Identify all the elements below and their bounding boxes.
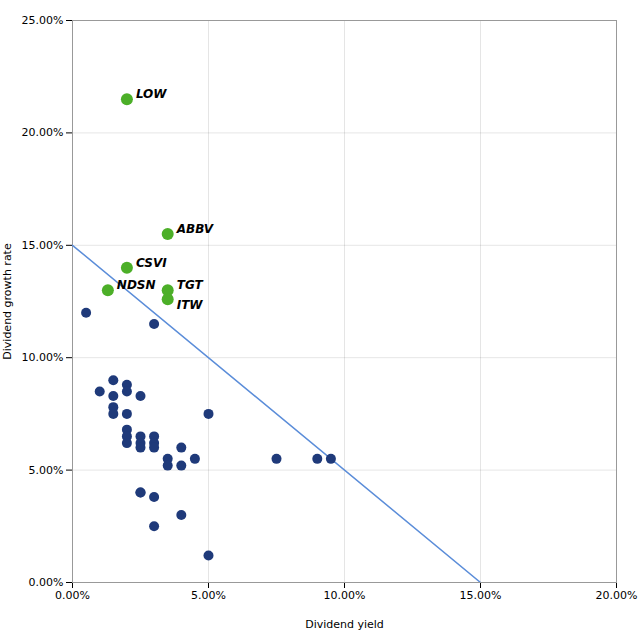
svg-text:10.00%: 10.00% <box>324 589 366 602</box>
svg-text:ABBV: ABBV <box>176 222 215 236</box>
svg-text:TGT: TGT <box>177 278 204 292</box>
svg-text:CSVI: CSVI <box>136 256 167 270</box>
svg-text:15.00%: 15.00% <box>22 239 64 252</box>
svg-text:10.00%: 10.00% <box>22 351 64 364</box>
svg-text:25.00%: 25.00% <box>22 14 64 27</box>
svg-text:0.00%: 0.00% <box>29 576 64 589</box>
svg-text:15.00%: 15.00% <box>460 589 502 602</box>
svg-text:20.00%: 20.00% <box>22 126 64 139</box>
svg-text:LOW: LOW <box>136 87 167 101</box>
svg-text:20.00%: 20.00% <box>596 589 638 602</box>
svg-text:5.00%: 5.00% <box>191 589 226 602</box>
svg-text:5.00%: 5.00% <box>29 464 64 477</box>
svg-text:0.00%: 0.00% <box>55 589 90 602</box>
svg-text:ITW: ITW <box>177 298 204 312</box>
svg-text:NDSN: NDSN <box>117 278 156 292</box>
svg-text:Dividend yield: Dividend yield <box>305 618 384 631</box>
svg-text:Dividend growth rate: Dividend growth rate <box>1 243 14 360</box>
